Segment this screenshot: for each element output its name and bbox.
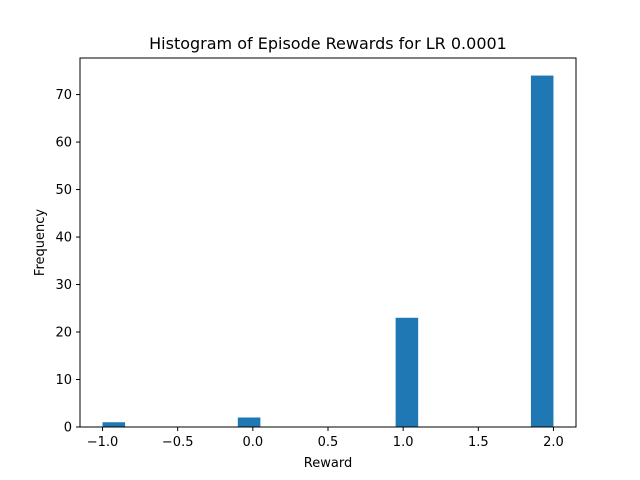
x-tick-label: −0.5 (162, 435, 194, 450)
x-tick-label: 2.0 (543, 435, 564, 450)
histogram-bar (237, 417, 261, 427)
histogram-bar (395, 317, 419, 427)
y-axis-label: Frequency (33, 209, 48, 276)
y-tick-label: 60 (55, 136, 72, 151)
plot-area-frame (79, 57, 577, 428)
x-tick-label: 1.5 (468, 435, 489, 450)
y-axis-ticks: 0 10 20 30 40 50 60 70 (55, 88, 80, 436)
y-tick-label: 50 (55, 183, 72, 198)
chart-title: Histogram of Episode Rewards for LR 0.00… (149, 34, 507, 53)
y-tick-label: 40 (55, 231, 72, 246)
x-tick-label: 0.0 (243, 435, 264, 450)
x-tick-label: 1.0 (393, 435, 414, 450)
y-tick-label: 0 (64, 421, 72, 436)
x-tick-label: −1.0 (87, 435, 119, 450)
bars-group (102, 75, 554, 428)
y-tick-label: 30 (55, 278, 72, 293)
y-tick-label: 10 (55, 373, 72, 388)
histogram-bar (102, 422, 126, 427)
x-axis-label: Reward (304, 456, 352, 471)
y-tick-label: 70 (55, 88, 72, 103)
y-tick-label: 20 (55, 326, 72, 341)
histogram-bar (530, 75, 554, 428)
x-axis-ticks: −1.0 −0.5 0.0 0.5 1.0 1.5 2.0 (87, 427, 564, 450)
x-tick-label: 0.5 (318, 435, 339, 450)
